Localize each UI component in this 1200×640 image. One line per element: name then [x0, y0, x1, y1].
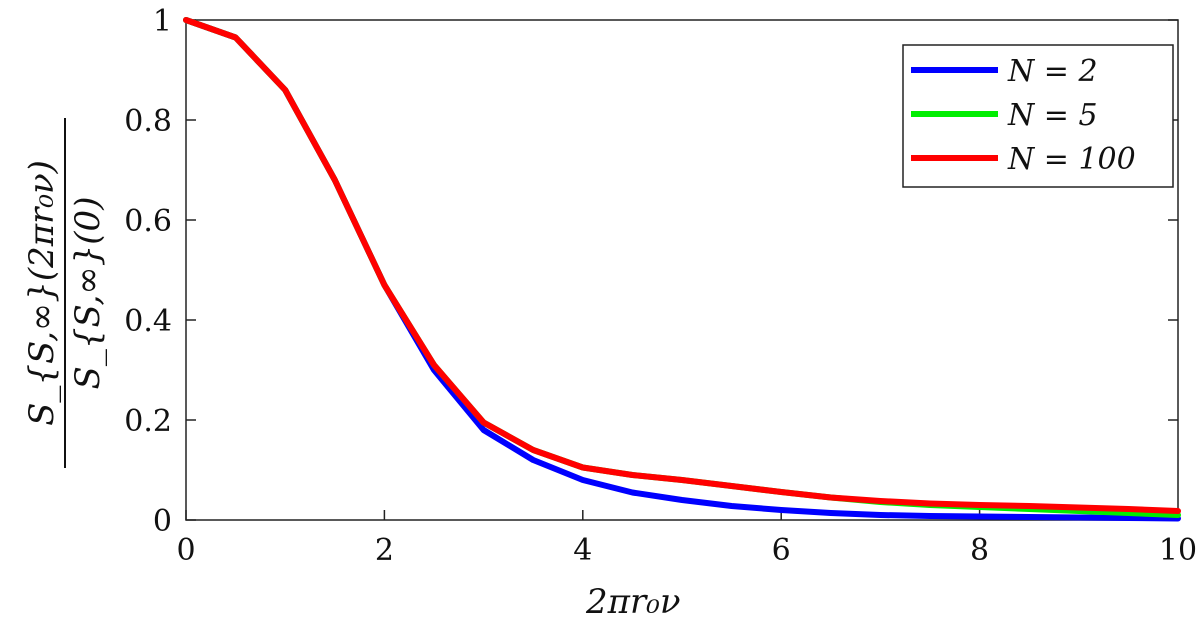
- legend-label: N = 2: [1007, 54, 1098, 89]
- plot-frame: [185, 19, 1179, 521]
- x-tick-label: 4: [573, 533, 592, 568]
- series-line-3: [183, 17, 1181, 514]
- y-axis-label-denominator: S_{S,∞}(0): [68, 196, 108, 390]
- x-axis-label: 2πr₀ν: [586, 582, 681, 622]
- x-tick-label: 0: [176, 533, 195, 568]
- y-tick-label: 0: [153, 504, 172, 539]
- legend-label: N = 100: [1007, 142, 1136, 177]
- legend-label: N = 5: [1007, 98, 1098, 133]
- y-tick-label: 0.8: [124, 104, 172, 139]
- x-tick-label: 6: [772, 533, 791, 568]
- x-tick-label: 8: [970, 533, 989, 568]
- y-axis-label-numerator: S_{S,∞}(2πr₀ν): [22, 118, 66, 468]
- y-tick-label: 1: [153, 4, 172, 39]
- x-tick-label: 10: [1159, 533, 1197, 568]
- y-tick-label: 0.6: [124, 204, 172, 239]
- y-tick-label: 0.2: [124, 404, 172, 439]
- x-tick-label: 2: [375, 533, 394, 568]
- y-tick-label: 0.4: [124, 304, 172, 339]
- y-axis-label: S_{S,∞}(2πr₀ν) S_{S,∞}(0): [0, 100, 130, 468]
